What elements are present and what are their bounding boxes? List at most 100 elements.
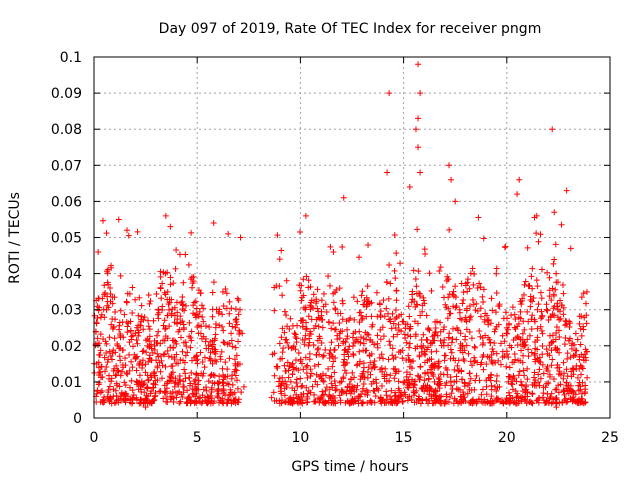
- data-point: [347, 376, 354, 383]
- data-point: [106, 334, 113, 341]
- data-point: [458, 367, 465, 374]
- data-point: [423, 396, 430, 403]
- data-point: [136, 372, 143, 379]
- data-point: [534, 397, 541, 404]
- data-point: [484, 317, 491, 324]
- data-point: [309, 383, 316, 390]
- data-point: [495, 321, 502, 328]
- data-point: [392, 306, 399, 313]
- data-point: [216, 322, 223, 329]
- data-point: [425, 376, 432, 383]
- data-point: [124, 227, 131, 234]
- data-point: [414, 320, 421, 327]
- data-point: [179, 348, 186, 355]
- data-point: [502, 309, 509, 316]
- data-point: [180, 321, 187, 328]
- data-point: [235, 396, 242, 403]
- data-point: [459, 300, 466, 307]
- data-point: [330, 358, 337, 365]
- data-point: [199, 358, 206, 365]
- data-point: [551, 256, 558, 263]
- data-point: [549, 126, 556, 133]
- data-point: [146, 326, 153, 333]
- data-point: [333, 386, 340, 393]
- data-point: [538, 295, 545, 302]
- data-point: [550, 305, 557, 312]
- data-point: [270, 389, 277, 396]
- data-point: [97, 399, 104, 406]
- data-point: [109, 316, 116, 323]
- data-point: [433, 348, 440, 355]
- data-point: [419, 397, 426, 404]
- x-tick-label: 25: [601, 430, 619, 446]
- data-point: [200, 305, 207, 312]
- data-point: [177, 319, 184, 326]
- data-point: [564, 385, 571, 392]
- data-point: [416, 353, 423, 360]
- data-point: [386, 90, 393, 97]
- data-point: [304, 390, 311, 397]
- data-point: [480, 235, 487, 242]
- data-point: [206, 324, 213, 331]
- data-point: [303, 370, 310, 377]
- data-point: [561, 370, 568, 377]
- data-point: [531, 316, 538, 323]
- data-point: [192, 393, 199, 400]
- data-point: [237, 234, 244, 241]
- data-point: [112, 372, 119, 379]
- data-point: [365, 331, 372, 338]
- data-point: [417, 400, 424, 407]
- data-point: [104, 266, 111, 273]
- data-point: [215, 310, 222, 317]
- data-point: [155, 353, 162, 360]
- data-point: [130, 343, 137, 350]
- data-point: [460, 297, 467, 304]
- data-point: [491, 328, 498, 335]
- data-point: [519, 297, 526, 304]
- data-point: [322, 346, 329, 353]
- data-point: [95, 364, 102, 371]
- data-point: [521, 372, 528, 379]
- data-point: [341, 347, 348, 354]
- data-point: [212, 357, 219, 364]
- data-point: [284, 339, 291, 346]
- data-point: [188, 369, 195, 376]
- data-point: [428, 287, 435, 294]
- data-point: [211, 398, 218, 405]
- data-point: [355, 338, 362, 345]
- x-axis-label: GPS time / hours: [291, 459, 408, 475]
- data-point: [435, 381, 442, 388]
- data-point: [576, 320, 583, 327]
- data-point: [148, 388, 155, 395]
- data-point: [560, 311, 567, 318]
- data-point: [347, 399, 354, 406]
- data-point: [322, 301, 329, 308]
- data-point: [445, 342, 452, 349]
- data-point: [367, 371, 374, 378]
- data-point: [124, 329, 131, 336]
- data-point: [549, 311, 556, 318]
- y-tick-label: 0.1: [60, 50, 82, 66]
- data-point: [417, 363, 424, 370]
- data-point: [98, 388, 105, 395]
- data-point: [130, 392, 137, 399]
- data-point: [295, 350, 302, 357]
- data-point: [401, 378, 408, 385]
- data-point: [209, 379, 216, 386]
- data-point: [97, 314, 104, 321]
- data-point: [578, 398, 585, 405]
- data-point: [155, 307, 162, 314]
- data-point: [304, 374, 311, 381]
- data-point: [374, 332, 381, 339]
- data-point: [315, 361, 322, 368]
- data-point: [232, 324, 239, 331]
- data-point: [121, 379, 128, 386]
- data-point: [356, 254, 363, 261]
- data-point: [234, 377, 241, 384]
- data-point: [307, 373, 314, 380]
- data-point: [406, 313, 413, 320]
- data-point: [344, 383, 351, 390]
- data-point: [94, 342, 101, 349]
- data-point: [516, 368, 523, 375]
- data-point: [174, 389, 181, 396]
